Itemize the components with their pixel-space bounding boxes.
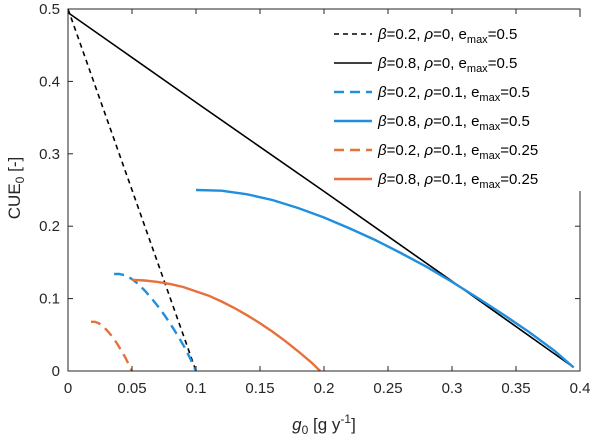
x-axis-label: g0 [g y-1]	[292, 412, 356, 437]
legend-box	[326, 17, 588, 191]
x-tick-label: 0	[64, 380, 72, 397]
legend-entry-3: β=0.2, ρ=0.1, emax=0.5	[377, 84, 530, 104]
legend-entry-2: β=0.8, ρ=0, emax=0.5	[377, 55, 517, 75]
x-tick-labels: 0 0.05 0.1 0.15 0.2 0.25 0.3 0.35 0.4	[64, 380, 591, 397]
y-tick-label: 0	[52, 363, 60, 380]
x-tick-label: 0.1	[186, 380, 207, 397]
y-tick-label: 0.4	[39, 73, 60, 90]
series-line-3	[114, 272, 198, 372]
y-tick-label: 0.2	[39, 218, 60, 235]
y-tick-labels: 0 0.1 0.2 0.3 0.4 0.5	[39, 1, 60, 380]
x-tick-label: 0.3	[442, 380, 463, 397]
series-line-5	[91, 320, 134, 372]
x-tick-label: 0.2	[314, 380, 335, 397]
x-tick-label: 0.25	[373, 380, 402, 397]
series-line-4	[195, 188, 575, 369]
x-tick-label: 0.4	[570, 380, 591, 397]
y-tick-label: 0.5	[39, 1, 60, 18]
y-axis-label: CUE0 [-]	[5, 157, 27, 219]
legend: β=0.2, ρ=0, emax=0.5 β=0.8, ρ=0, emax=0.5…	[326, 17, 588, 191]
legend-entry-6: β=0.8, ρ=0.1, emax=0.25	[377, 171, 538, 191]
legend-entry-1: β=0.2, ρ=0, emax=0.5	[377, 26, 517, 46]
series-line-2	[67, 11, 575, 369]
legend-entry-5: β=0.2, ρ=0.1, emax=0.25	[377, 142, 538, 162]
legend-entry-4: β=0.8, ρ=0.1, emax=0.5	[377, 113, 530, 133]
x-tick-label: 0.35	[501, 380, 530, 397]
y-tick-label: 0.3	[39, 146, 60, 163]
x-tick-label: 0.05	[117, 380, 146, 397]
series-line-6	[131, 278, 322, 372]
y-tick-label: 0.1	[39, 291, 60, 308]
x-tick-label: 0.15	[245, 380, 274, 397]
series-line-1	[67, 8, 197, 372]
plot-lines	[67, 8, 575, 372]
